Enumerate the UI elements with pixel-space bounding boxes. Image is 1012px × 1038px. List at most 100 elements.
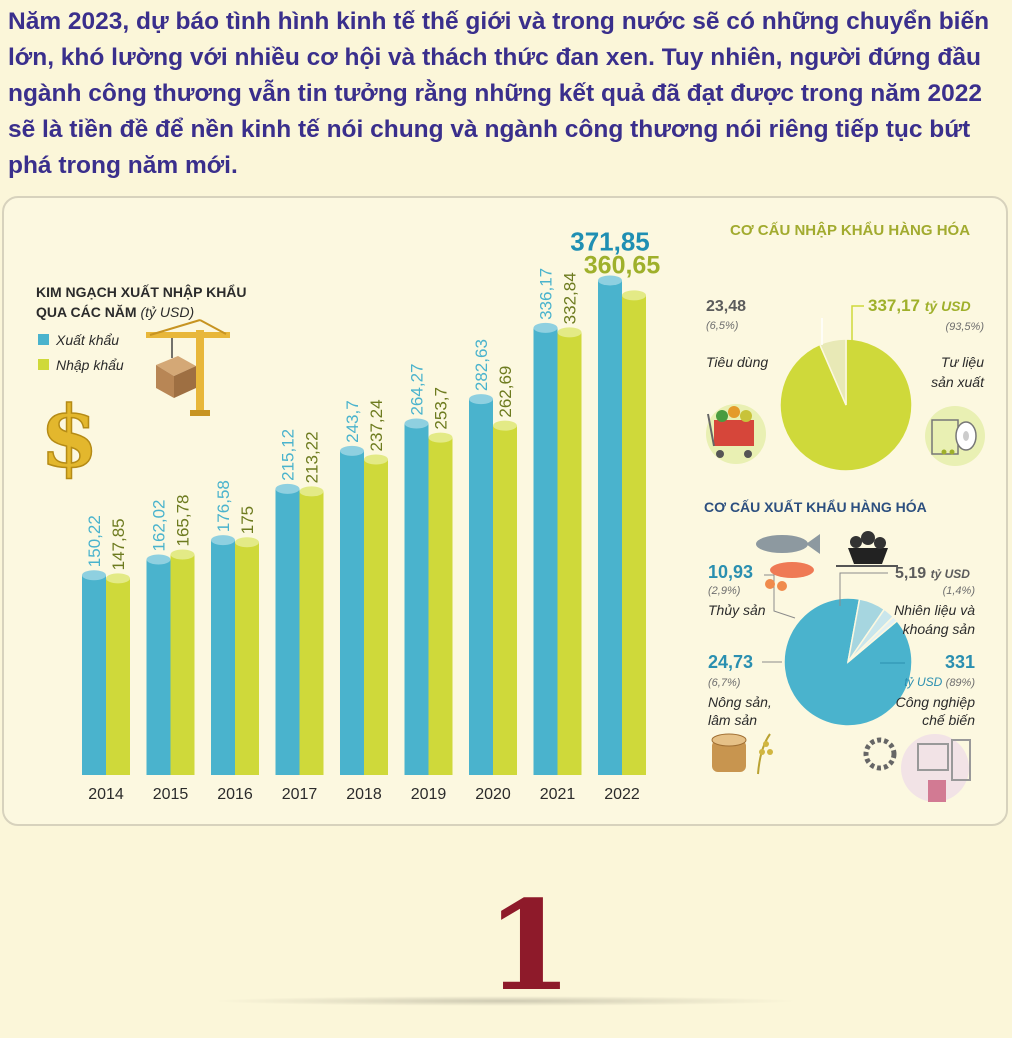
bar-chart-unit: (tỷ USD)	[140, 304, 194, 320]
bar-export-cap-2018	[340, 445, 364, 456]
import-production-label-1: Tư liệu	[941, 354, 984, 370]
bar-export-cap-2021	[533, 322, 558, 333]
x-tick-label-2021: 2021	[540, 786, 576, 803]
bar-export-cap-2020	[469, 394, 493, 405]
x-tick-label-2017: 2017	[282, 786, 318, 803]
bar-value-label-import-2019: 253,7	[432, 387, 451, 430]
wood-grain-icon	[711, 733, 773, 775]
bar-value-label-export-2022: 371,85	[570, 226, 650, 256]
bar-export-2014	[82, 575, 106, 775]
page-number-shadow	[210, 996, 800, 1006]
bar-import-cap-2020	[493, 420, 517, 431]
x-tick-label-2019: 2019	[411, 786, 447, 803]
x-tick-label-2014: 2014	[88, 786, 124, 803]
import-production-percent: (93,5%)	[945, 321, 984, 333]
export-seafood-label: Thủy sản	[708, 602, 766, 618]
bar-value-label-export-2019: 264,27	[408, 364, 427, 416]
bar-import-cap-2022	[622, 290, 646, 301]
import-consumer-value: 23,48	[706, 298, 746, 315]
bar-import-cap-2017	[299, 486, 324, 497]
bar-chart-title: KIM NGẠCH XUẤT NHẬP KHẨU	[36, 283, 247, 300]
intro-paragraph: Năm 2023, dự báo tình hình kinh tế thế g…	[8, 8, 990, 179]
bar-import-2020	[493, 425, 517, 775]
legend-label-import: Nhập khẩu	[56, 357, 124, 373]
pie-slice-export-fuel	[847, 615, 899, 663]
bar-export-2018	[340, 450, 364, 775]
bar-import-cap-2015	[170, 549, 195, 560]
bar-import-2021	[557, 332, 582, 775]
bar-value-label-export-2015: 162,02	[150, 500, 169, 552]
bar-import-2022	[622, 295, 646, 775]
export-agri-label-1: Nông sản,	[708, 694, 772, 710]
svg-text:$: $	[40, 387, 98, 486]
x-tick-label-2018: 2018	[346, 786, 382, 803]
bar-value-label-export-2014: 150,22	[85, 515, 104, 567]
x-tick-label-2022: 2022	[604, 786, 640, 803]
export-pie	[783, 597, 913, 727]
import-production-value: 337,17	[868, 296, 920, 315]
legend-swatch-import	[38, 359, 49, 370]
bar-chart-title-line2: QUA CÁC NĂM	[36, 304, 137, 320]
pie-slice-import-consumer	[818, 338, 847, 406]
bar-chart: 2014 150,22 147,85 2015 162,02 165,78 2016 176,…	[82, 268, 646, 803]
bar-export-2015	[146, 559, 171, 775]
bar-export-2019	[404, 423, 429, 775]
export-fuel-label-1: Nhiên liệu và	[894, 602, 975, 618]
bar-export-2021	[533, 327, 558, 775]
box-icon	[156, 356, 196, 398]
bar-import-cap-2021	[557, 327, 582, 338]
export-industry-label-1: Công nghiệp	[896, 694, 976, 710]
export-industry-unit: tỷ USD	[904, 675, 942, 689]
bar-value-label-export-2018: 243,7	[343, 400, 362, 443]
bar-value-label-import-2014: 147,85	[109, 518, 128, 570]
bar-value-label-import-2021: 332,84	[561, 272, 580, 324]
bar-value-label-export-2020: 282,63	[472, 339, 491, 391]
svg-text:337,17 tỷ USD: 337,17 tỷ USD	[868, 296, 971, 315]
export-seafood-value: 10,93	[708, 562, 753, 582]
shopping-cart-icon	[706, 404, 766, 464]
import-consumer-percent: (6,5%)	[706, 320, 739, 332]
paper-roll-icon	[925, 406, 985, 466]
export-fuel-unit: tỷ USD	[931, 567, 971, 581]
legend-label-export: Xuất khẩu	[55, 332, 119, 348]
export-pie-title: CƠ CẤU XUẤT KHẨU HÀNG HÓA	[704, 498, 927, 515]
bar-value-label-export-2016: 176,58	[214, 480, 233, 532]
bar-export-cap-2015	[146, 554, 171, 565]
bar-export-cap-2016	[211, 535, 235, 546]
legend-swatch-export	[38, 334, 49, 345]
export-agri-label-2: lâm sản	[708, 712, 757, 728]
import-production-unit: tỷ USD	[925, 298, 971, 314]
coal-cart-icon	[836, 531, 898, 567]
import-pie	[779, 338, 913, 472]
bar-export-2017	[275, 488, 300, 775]
export-fuel-label-2: khoáng sản	[903, 621, 976, 637]
bar-value-label-export-2017: 215,12	[279, 429, 298, 481]
bar-import-cap-2019	[428, 432, 453, 443]
bar-import-2015	[170, 554, 195, 775]
svg-text:tỷ USD (89%): tỷ USD (89%)	[904, 675, 975, 689]
export-agri-value: 24,73	[708, 652, 753, 672]
import-pie-title: CƠ CẤU NHẬP KHẨU HÀNG HÓA	[730, 221, 970, 239]
bar-import-2016	[235, 542, 259, 775]
x-tick-label-2015: 2015	[153, 786, 189, 803]
crane-icon	[146, 319, 230, 416]
export-fuel-value: 5,19	[895, 565, 926, 582]
export-seafood-percent: (2,9%)	[708, 585, 741, 597]
bar-export-2022	[598, 280, 622, 775]
bar-import-2018	[364, 459, 388, 775]
bar-value-label-import-2016: 175	[238, 506, 257, 534]
bar-export-2016	[211, 540, 235, 775]
bar-value-label-export-2021: 336,17	[537, 268, 556, 320]
bar-import-cap-2016	[235, 537, 259, 548]
bar-value-label-import-2018: 237,24	[367, 399, 386, 451]
import-consumer-label: Tiêu dùng	[706, 354, 768, 370]
bar-value-label-import-2015: 165,78	[174, 495, 193, 547]
export-fuel-percent: (1,4%)	[943, 585, 976, 597]
bar-export-cap-2022	[598, 275, 622, 286]
bar-import-2019	[428, 437, 453, 775]
page-number: 1	[486, 874, 573, 1019]
bar-import-2014	[106, 578, 130, 775]
export-industry-label-2: chế biến	[922, 712, 975, 728]
bar-value-label-import-2022: 360,65	[584, 251, 661, 279]
